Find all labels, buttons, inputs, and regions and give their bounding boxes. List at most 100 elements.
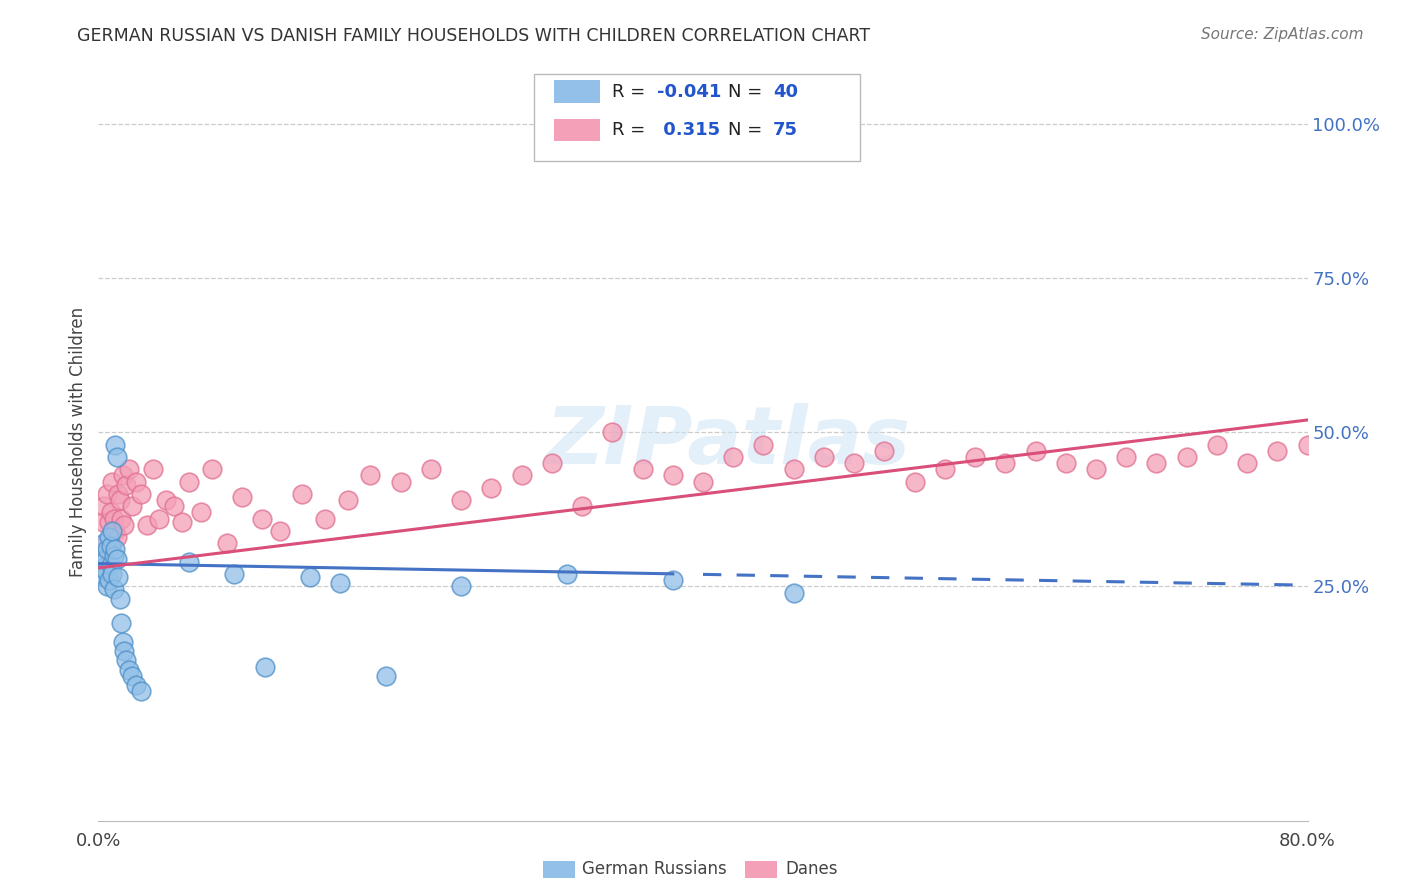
Y-axis label: Family Households with Children: Family Households with Children bbox=[69, 307, 87, 576]
Point bbox=[121, 500, 143, 514]
Point bbox=[783, 462, 806, 476]
Point bbox=[1175, 450, 1198, 464]
Point bbox=[873, 443, 896, 458]
Point bbox=[291, 487, 314, 501]
Point bbox=[91, 561, 114, 575]
Point bbox=[179, 475, 201, 489]
Point bbox=[129, 487, 152, 501]
Point bbox=[1386, 443, 1406, 458]
Point bbox=[250, 511, 273, 525]
Text: Source: ZipAtlas.com: Source: ZipAtlas.com bbox=[1201, 27, 1364, 42]
Point bbox=[142, 462, 165, 476]
Point bbox=[450, 579, 472, 593]
Point bbox=[108, 591, 131, 606]
Point bbox=[1054, 456, 1077, 470]
Point bbox=[105, 551, 128, 566]
Point bbox=[94, 551, 117, 566]
Text: Danes: Danes bbox=[785, 860, 838, 878]
Point bbox=[934, 462, 956, 476]
Point bbox=[994, 456, 1017, 470]
Point bbox=[374, 669, 396, 683]
Point bbox=[114, 653, 136, 667]
Point bbox=[103, 549, 125, 563]
Point bbox=[100, 505, 122, 519]
Point bbox=[121, 669, 143, 683]
Point bbox=[104, 524, 127, 538]
Point bbox=[101, 524, 124, 538]
Point bbox=[94, 536, 117, 550]
Text: 0.315: 0.315 bbox=[657, 121, 720, 139]
Point bbox=[114, 477, 136, 491]
Point bbox=[329, 576, 352, 591]
Point bbox=[179, 555, 201, 569]
Point bbox=[661, 468, 683, 483]
Point bbox=[1357, 432, 1379, 446]
Point bbox=[844, 456, 866, 470]
FancyBboxPatch shape bbox=[554, 80, 600, 103]
Point bbox=[112, 644, 135, 658]
Point bbox=[314, 511, 336, 525]
Point bbox=[631, 462, 654, 476]
Point bbox=[110, 511, 132, 525]
FancyBboxPatch shape bbox=[543, 861, 575, 878]
Point bbox=[231, 490, 253, 504]
Point bbox=[129, 684, 152, 698]
Point bbox=[510, 468, 533, 483]
Point bbox=[125, 678, 148, 692]
Point bbox=[723, 450, 745, 464]
Point bbox=[1085, 462, 1108, 476]
Point bbox=[163, 500, 186, 514]
Text: 75: 75 bbox=[773, 121, 799, 139]
Point bbox=[571, 500, 593, 514]
Point bbox=[100, 558, 122, 572]
Text: GERMAN RUSSIAN VS DANISH FAMILY HOUSEHOLDS WITH CHILDREN CORRELATION CHART: GERMAN RUSSIAN VS DANISH FAMILY HOUSEHOL… bbox=[77, 27, 870, 45]
Point bbox=[420, 462, 443, 476]
Point bbox=[98, 530, 121, 544]
Point bbox=[602, 425, 624, 440]
Point bbox=[215, 536, 238, 550]
Point bbox=[224, 567, 246, 582]
Point bbox=[360, 468, 382, 483]
Point bbox=[170, 515, 193, 529]
Point bbox=[98, 515, 121, 529]
Point bbox=[93, 570, 115, 584]
Point bbox=[105, 530, 128, 544]
Text: ZIPatlas: ZIPatlas bbox=[544, 402, 910, 481]
Point bbox=[96, 542, 118, 557]
Point bbox=[107, 487, 129, 501]
Point bbox=[336, 493, 359, 508]
FancyBboxPatch shape bbox=[554, 119, 600, 141]
Point bbox=[94, 564, 117, 578]
Point bbox=[148, 511, 170, 525]
Text: N =: N = bbox=[728, 83, 769, 101]
Point bbox=[190, 505, 212, 519]
Point bbox=[96, 579, 118, 593]
Point bbox=[1267, 443, 1289, 458]
Point bbox=[101, 475, 124, 489]
Point bbox=[96, 487, 118, 501]
Point bbox=[100, 539, 122, 553]
Point bbox=[201, 462, 224, 476]
Point bbox=[135, 517, 157, 532]
Text: R =: R = bbox=[613, 121, 651, 139]
FancyBboxPatch shape bbox=[534, 74, 860, 161]
Point bbox=[1144, 456, 1167, 470]
Point bbox=[118, 663, 141, 677]
Point bbox=[125, 475, 148, 489]
Point bbox=[103, 511, 125, 525]
Point bbox=[155, 493, 177, 508]
Point bbox=[450, 493, 472, 508]
Point bbox=[965, 450, 987, 464]
Point bbox=[91, 549, 114, 563]
Point bbox=[104, 542, 127, 557]
Point bbox=[692, 475, 714, 489]
Point bbox=[1327, 425, 1350, 440]
Point bbox=[111, 635, 134, 649]
Point bbox=[481, 481, 503, 495]
Text: -0.041: -0.041 bbox=[657, 83, 721, 101]
Point bbox=[661, 573, 683, 587]
Point bbox=[555, 567, 578, 582]
Point bbox=[104, 437, 127, 451]
Point bbox=[269, 524, 291, 538]
Point bbox=[112, 517, 135, 532]
